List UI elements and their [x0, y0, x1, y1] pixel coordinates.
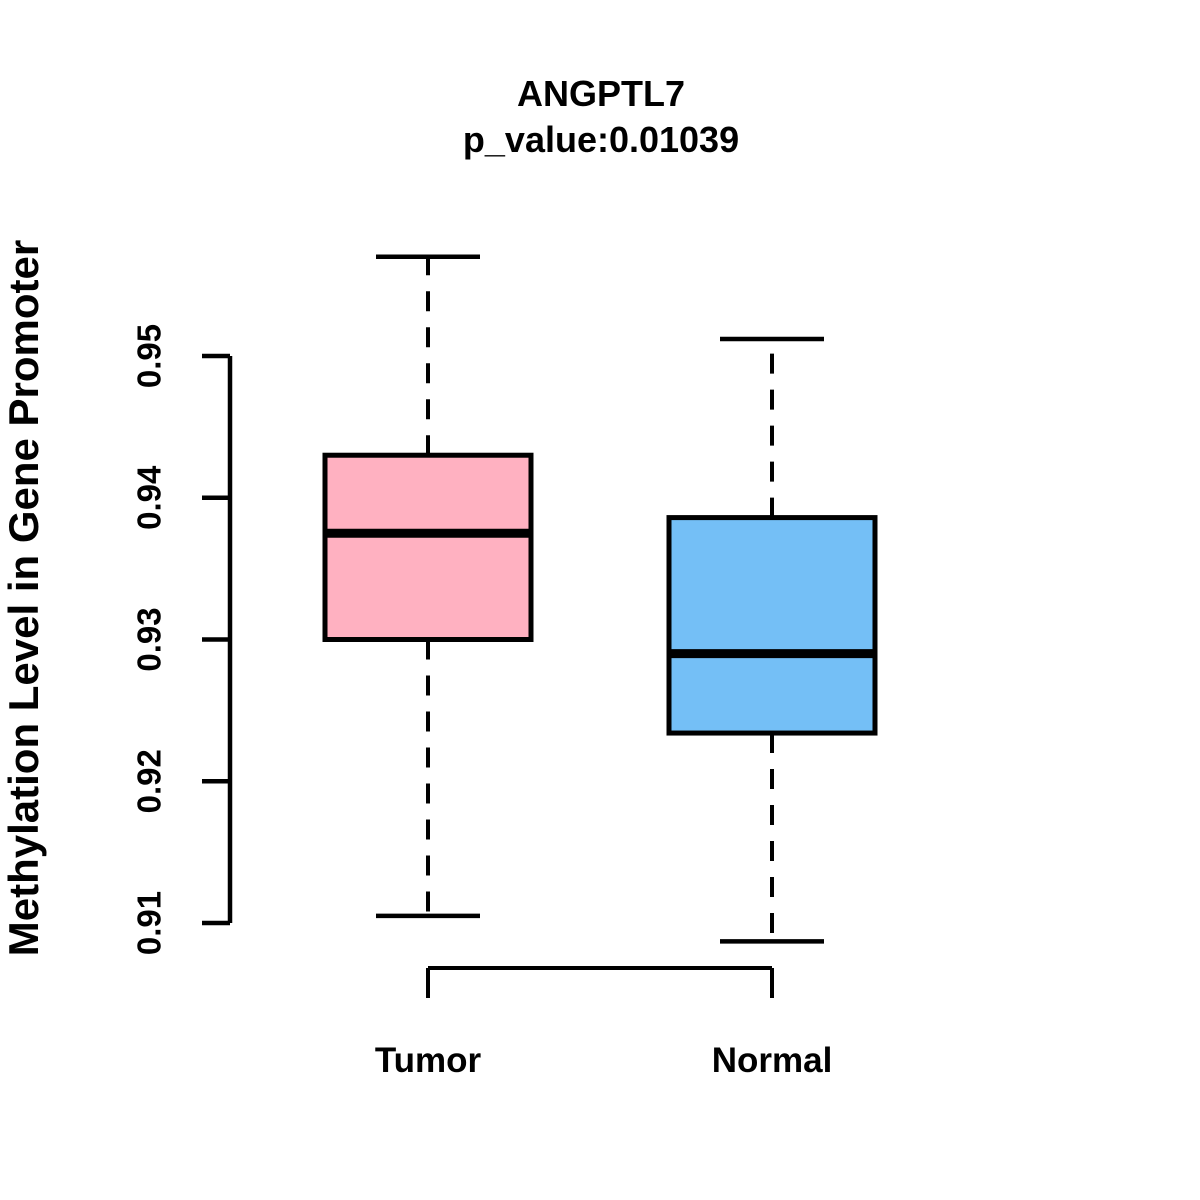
plot-area [322, 254, 878, 944]
y-axis-title: Methylation Level in Gene Promoter [0, 240, 47, 956]
y-tick-label: 0.93 [131, 607, 168, 671]
category-label-normal: Normal [712, 1041, 833, 1080]
category-label-tumor: Tumor [375, 1041, 482, 1080]
box-group-normal [666, 336, 878, 944]
chart-title: ANGPTL7 [517, 73, 685, 114]
y-tick-label: 0.92 [131, 749, 168, 813]
x-axis [426, 966, 774, 998]
y-tick-label: 0.91 [131, 891, 168, 955]
iqr-box [666, 515, 878, 736]
y-tick-label: 0.95 [131, 324, 168, 388]
y-axis: 0.91 0.92 0.93 0.94 0.95 [131, 324, 233, 955]
y-tick-label: 0.94 [131, 465, 168, 530]
box-group-tumor [322, 254, 534, 919]
chart-subtitle: p_value:0.01039 [463, 119, 739, 160]
iqr-box [322, 452, 534, 642]
